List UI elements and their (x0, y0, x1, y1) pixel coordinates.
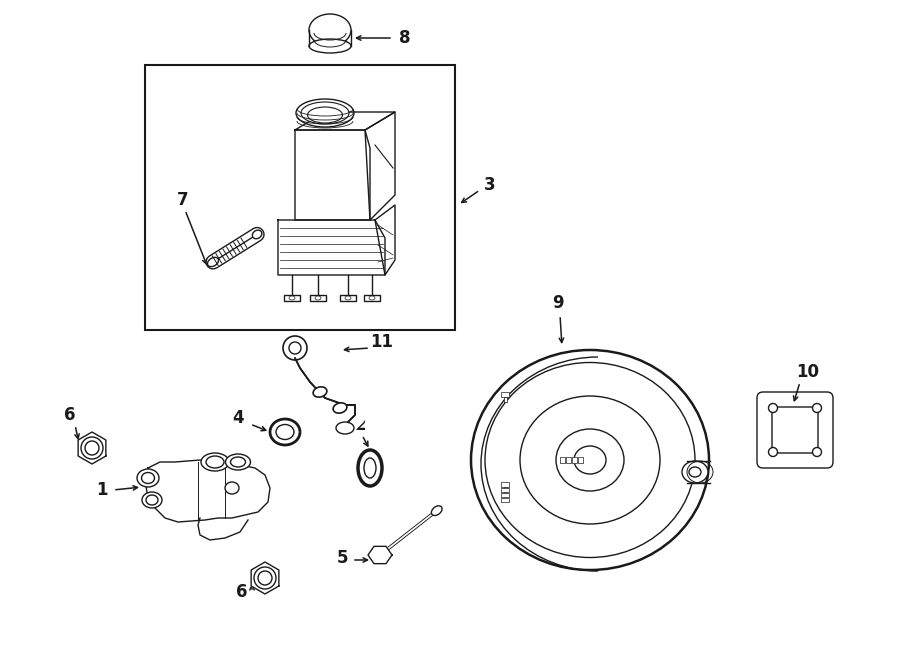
Ellipse shape (252, 230, 262, 239)
Circle shape (813, 447, 822, 457)
Ellipse shape (364, 458, 376, 478)
Text: 9: 9 (553, 294, 563, 312)
Ellipse shape (315, 296, 321, 300)
Ellipse shape (230, 457, 246, 467)
Ellipse shape (270, 419, 300, 445)
Polygon shape (278, 220, 385, 275)
Ellipse shape (682, 461, 708, 483)
Ellipse shape (485, 362, 695, 557)
Text: 11: 11 (371, 333, 393, 351)
Circle shape (289, 342, 301, 354)
Circle shape (813, 403, 822, 412)
Bar (504, 487, 507, 492)
Ellipse shape (556, 429, 624, 491)
Bar (364, 295, 380, 301)
Ellipse shape (276, 424, 294, 440)
Ellipse shape (226, 454, 250, 470)
Ellipse shape (333, 403, 346, 413)
Text: 3: 3 (484, 176, 496, 194)
Ellipse shape (309, 39, 351, 53)
Ellipse shape (208, 257, 219, 266)
Bar (566, 457, 571, 463)
Bar (284, 295, 300, 301)
Ellipse shape (520, 396, 660, 524)
FancyBboxPatch shape (757, 392, 833, 468)
Polygon shape (295, 130, 370, 220)
FancyBboxPatch shape (772, 407, 818, 453)
Polygon shape (375, 205, 395, 275)
Ellipse shape (146, 495, 158, 505)
Ellipse shape (141, 473, 155, 483)
Ellipse shape (369, 296, 375, 300)
Ellipse shape (301, 102, 349, 124)
Ellipse shape (336, 422, 354, 434)
Text: 6: 6 (236, 583, 248, 601)
Ellipse shape (689, 467, 701, 477)
Circle shape (85, 441, 99, 455)
Bar (501, 488, 509, 492)
Circle shape (283, 336, 307, 360)
Text: 2: 2 (355, 416, 365, 434)
Text: 5: 5 (337, 549, 347, 567)
Polygon shape (295, 112, 395, 130)
Ellipse shape (471, 350, 709, 570)
Bar (310, 295, 326, 301)
Text: 8: 8 (400, 29, 410, 47)
Polygon shape (365, 112, 395, 220)
Bar (145, 65, 455, 330)
Ellipse shape (345, 296, 351, 300)
Ellipse shape (289, 296, 295, 300)
Ellipse shape (206, 456, 224, 468)
Text: 6: 6 (64, 406, 76, 424)
Ellipse shape (308, 107, 343, 123)
Bar (501, 498, 509, 502)
Ellipse shape (431, 506, 442, 516)
Bar (578, 457, 583, 463)
Ellipse shape (225, 482, 239, 494)
Ellipse shape (358, 450, 382, 486)
Text: 1: 1 (96, 481, 108, 499)
Ellipse shape (309, 14, 351, 46)
Bar (501, 392, 509, 397)
Ellipse shape (574, 446, 606, 474)
Bar (340, 295, 356, 301)
Ellipse shape (137, 469, 159, 487)
Text: 7: 7 (177, 191, 189, 209)
Text: 4: 4 (232, 409, 244, 427)
Bar (501, 482, 509, 487)
Bar (560, 457, 565, 463)
Bar (572, 457, 577, 463)
Polygon shape (145, 460, 270, 522)
Ellipse shape (313, 387, 327, 397)
Ellipse shape (142, 492, 162, 508)
Ellipse shape (296, 99, 354, 127)
Polygon shape (251, 562, 279, 594)
Bar (504, 397, 507, 402)
Ellipse shape (201, 453, 229, 471)
Polygon shape (78, 432, 106, 464)
Circle shape (769, 403, 778, 412)
Circle shape (258, 571, 272, 585)
Bar (501, 493, 509, 497)
Circle shape (769, 447, 778, 457)
Polygon shape (368, 547, 392, 564)
Text: 10: 10 (796, 363, 820, 381)
